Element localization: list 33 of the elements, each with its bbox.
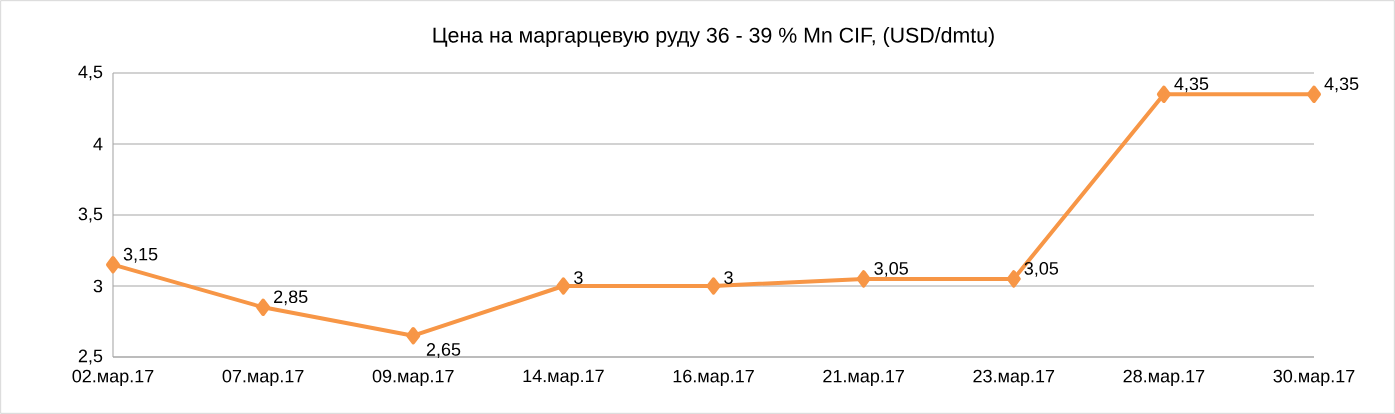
- data-label: 2,85: [274, 290, 308, 306]
- x-tick-label: 09.мар.17: [372, 369, 454, 387]
- y-tick-label: 4,5: [78, 65, 103, 81]
- x-tick-label: 14.мар.17: [523, 369, 604, 386]
- point: [1307, 85, 1322, 103]
- data-label: 4,35: [1174, 77, 1209, 93]
- x-tick-label: 28.мар.17: [1123, 369, 1205, 387]
- point: [706, 277, 721, 295]
- y-tick-label: 3,5: [78, 207, 103, 223]
- data-label: 2,65: [426, 343, 461, 358]
- point: [556, 277, 571, 295]
- y-tick-label: 4: [93, 137, 103, 151]
- x-tick-label: 23.мар.17: [973, 369, 1055, 387]
- chart-title: Цена на маргарцевую руду 36 - 39 % Mn CIF, (USD/dmtu): [433, 27, 994, 47]
- data-label: 3: [574, 271, 583, 284]
- point: [406, 327, 421, 345]
- data-label: 3,05: [874, 261, 908, 277]
- x-tick-label: 02.мар.17: [72, 369, 154, 387]
- point: [256, 298, 271, 316]
- point: [106, 256, 120, 274]
- data-label: 4,35: [1324, 77, 1359, 93]
- point: [1006, 270, 1021, 288]
- x-tick-label: 21.мар.17: [823, 369, 904, 387]
- point: [1156, 85, 1171, 103]
- point: [856, 270, 871, 288]
- data-label: 3,15: [123, 247, 158, 263]
- x-tick-label: 07.мар.17: [222, 369, 304, 387]
- x-tick-label: 16.мар.17: [673, 369, 754, 387]
- y-tick-label: 3: [93, 279, 103, 293]
- x-tick-label: 30.мар.17: [1273, 369, 1355, 387]
- data-label: 3: [724, 271, 733, 284]
- data-label: 3,05: [1024, 261, 1059, 277]
- y-tick-label: 2,5: [78, 349, 103, 365]
